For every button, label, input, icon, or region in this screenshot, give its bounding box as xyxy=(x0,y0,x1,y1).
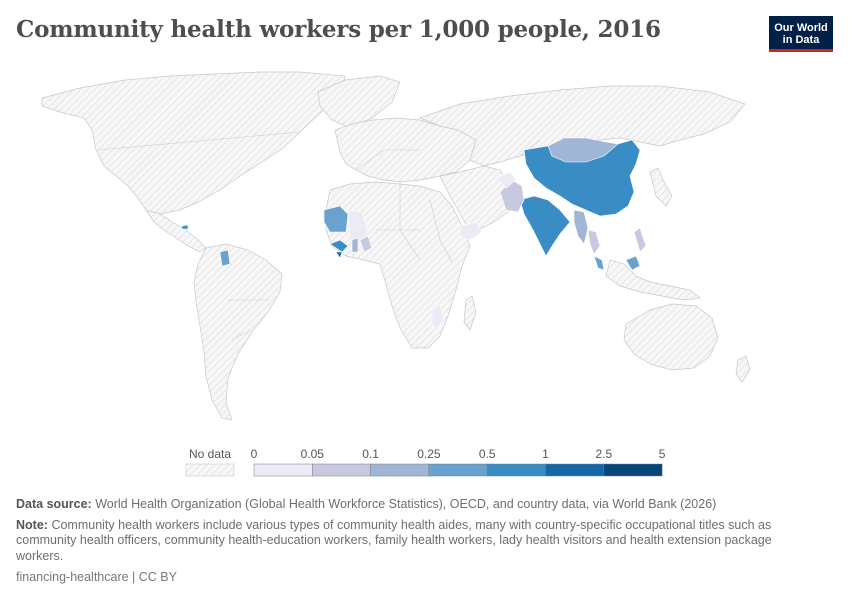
legend-bin-1 xyxy=(312,463,371,477)
southeast-asia-islands[interactable] xyxy=(605,259,701,301)
data-regions xyxy=(181,137,647,333)
logo-line-2: in Data xyxy=(782,34,820,46)
country-mali[interactable] xyxy=(347,209,369,243)
australia[interactable] xyxy=(623,303,719,371)
legend-ticks: 0 0.05 0.1 0.25 0.5 1 2.5 5 xyxy=(251,447,666,461)
legend-bin-6 xyxy=(603,463,663,477)
source-text: World Health Organization (Global Health… xyxy=(95,497,717,511)
logo-line-1: Our World xyxy=(774,22,828,34)
north-america[interactable] xyxy=(41,71,346,215)
new-zealand[interactable] xyxy=(735,355,751,383)
world-map[interactable] xyxy=(0,60,850,435)
greenland[interactable] xyxy=(317,75,401,129)
country-guinea[interactable] xyxy=(329,239,349,253)
legend-tick-label: 0.1 xyxy=(362,447,379,461)
note-text: Community health workers include various… xyxy=(16,517,772,563)
country-india[interactable] xyxy=(519,195,571,257)
legend-bin-0 xyxy=(253,463,313,477)
country-malaysia[interactable] xyxy=(593,255,605,271)
country-borders xyxy=(97,131,541,341)
country-myanmar[interactable] xyxy=(573,209,589,245)
legend-tick-label: 0.25 xyxy=(417,447,441,461)
country-guyana[interactable] xyxy=(219,249,231,267)
central-america[interactable] xyxy=(145,209,207,253)
country-niger-region[interactable] xyxy=(359,235,373,253)
legend-no-data-swatch xyxy=(185,463,235,477)
legend-tick-label: 2.5 xyxy=(595,447,612,461)
middle-east[interactable] xyxy=(439,165,517,231)
note-label: Note: xyxy=(16,517,48,532)
legend-bins xyxy=(253,463,663,477)
south-america[interactable] xyxy=(193,243,283,421)
country-mongolia[interactable] xyxy=(547,137,619,163)
africa[interactable] xyxy=(325,181,471,349)
legend-tick-label: 0.5 xyxy=(479,447,496,461)
madagascar[interactable] xyxy=(463,295,477,331)
legend-tick-label: 5 xyxy=(659,447,666,461)
country-ghana[interactable] xyxy=(351,237,359,253)
data-source: Data source: World Health Organization (… xyxy=(16,497,816,513)
legend-bin-2 xyxy=(370,463,430,477)
legend-tick-label: 0.05 xyxy=(301,447,325,461)
country-mozambique[interactable] xyxy=(431,303,445,333)
legend-tick-label: 0 xyxy=(251,447,258,461)
legend-bin-5 xyxy=(545,463,605,477)
legend-bin-3 xyxy=(428,463,488,477)
owid-logo[interactable]: Our World in Data xyxy=(769,16,833,52)
country-afghanistan[interactable] xyxy=(495,171,517,189)
country-ethiopia[interactable] xyxy=(459,221,483,241)
country-philippines[interactable] xyxy=(633,227,647,253)
legend-no-data-label: No data xyxy=(189,447,231,461)
country-malaysia-borneo[interactable] xyxy=(625,255,641,271)
note: Note: Community health workers include v… xyxy=(16,518,816,565)
country-haiti[interactable] xyxy=(181,224,189,230)
map-legend: No data 0 0.05 0.1 0.25 0.5 1 2.5 5 xyxy=(185,447,666,477)
source-label: Data source: xyxy=(16,497,92,511)
country-sierra-leone[interactable] xyxy=(335,251,343,259)
credit-link[interactable]: financing-healthcare | CC BY xyxy=(16,570,177,584)
legend-tick-label: 1 xyxy=(542,447,549,461)
legend-bin-4 xyxy=(486,463,546,477)
northern-asia[interactable] xyxy=(419,85,746,167)
page-title: Community health workers per 1,000 peopl… xyxy=(16,16,661,43)
footer: Data source: World Health Organization (… xyxy=(16,497,816,586)
korea-japan[interactable] xyxy=(649,167,673,207)
country-mauritania[interactable] xyxy=(323,205,349,233)
country-thailand[interactable] xyxy=(587,229,601,255)
